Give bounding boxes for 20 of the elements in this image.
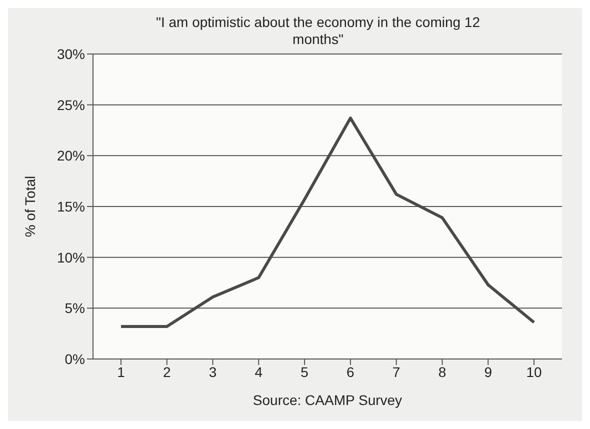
y-tick-label: 10%	[56, 249, 85, 266]
x-tick-label: 2	[162, 364, 171, 380]
x-tick-label: 8	[438, 364, 446, 380]
x-axis-title: Source: CAAMP Survey	[252, 392, 402, 408]
y-tick-label: 5%	[64, 300, 85, 316]
x-tick-label: 5	[300, 364, 309, 380]
y-tick-label: 25%	[56, 96, 85, 113]
y-tick-label: 15%	[56, 198, 85, 214]
y-tick-label: 0%	[64, 350, 85, 367]
y-axis-title: % of Total	[22, 176, 38, 238]
y-tick-label: 20%	[56, 148, 85, 164]
x-tick-label: 4	[254, 364, 263, 380]
x-tick-label: 10	[526, 364, 542, 380]
y-tick-label: 30%	[56, 46, 85, 62]
x-tick-label: 9	[484, 364, 492, 380]
x-tick-label: 6	[346, 364, 355, 380]
x-tick-label: 3	[208, 364, 217, 380]
x-tick-label: 1	[117, 364, 126, 380]
x-tick-label: 7	[392, 364, 400, 380]
chart-title: "I am optimistic about the economy in the coming 12 months"	[154, 14, 482, 48]
